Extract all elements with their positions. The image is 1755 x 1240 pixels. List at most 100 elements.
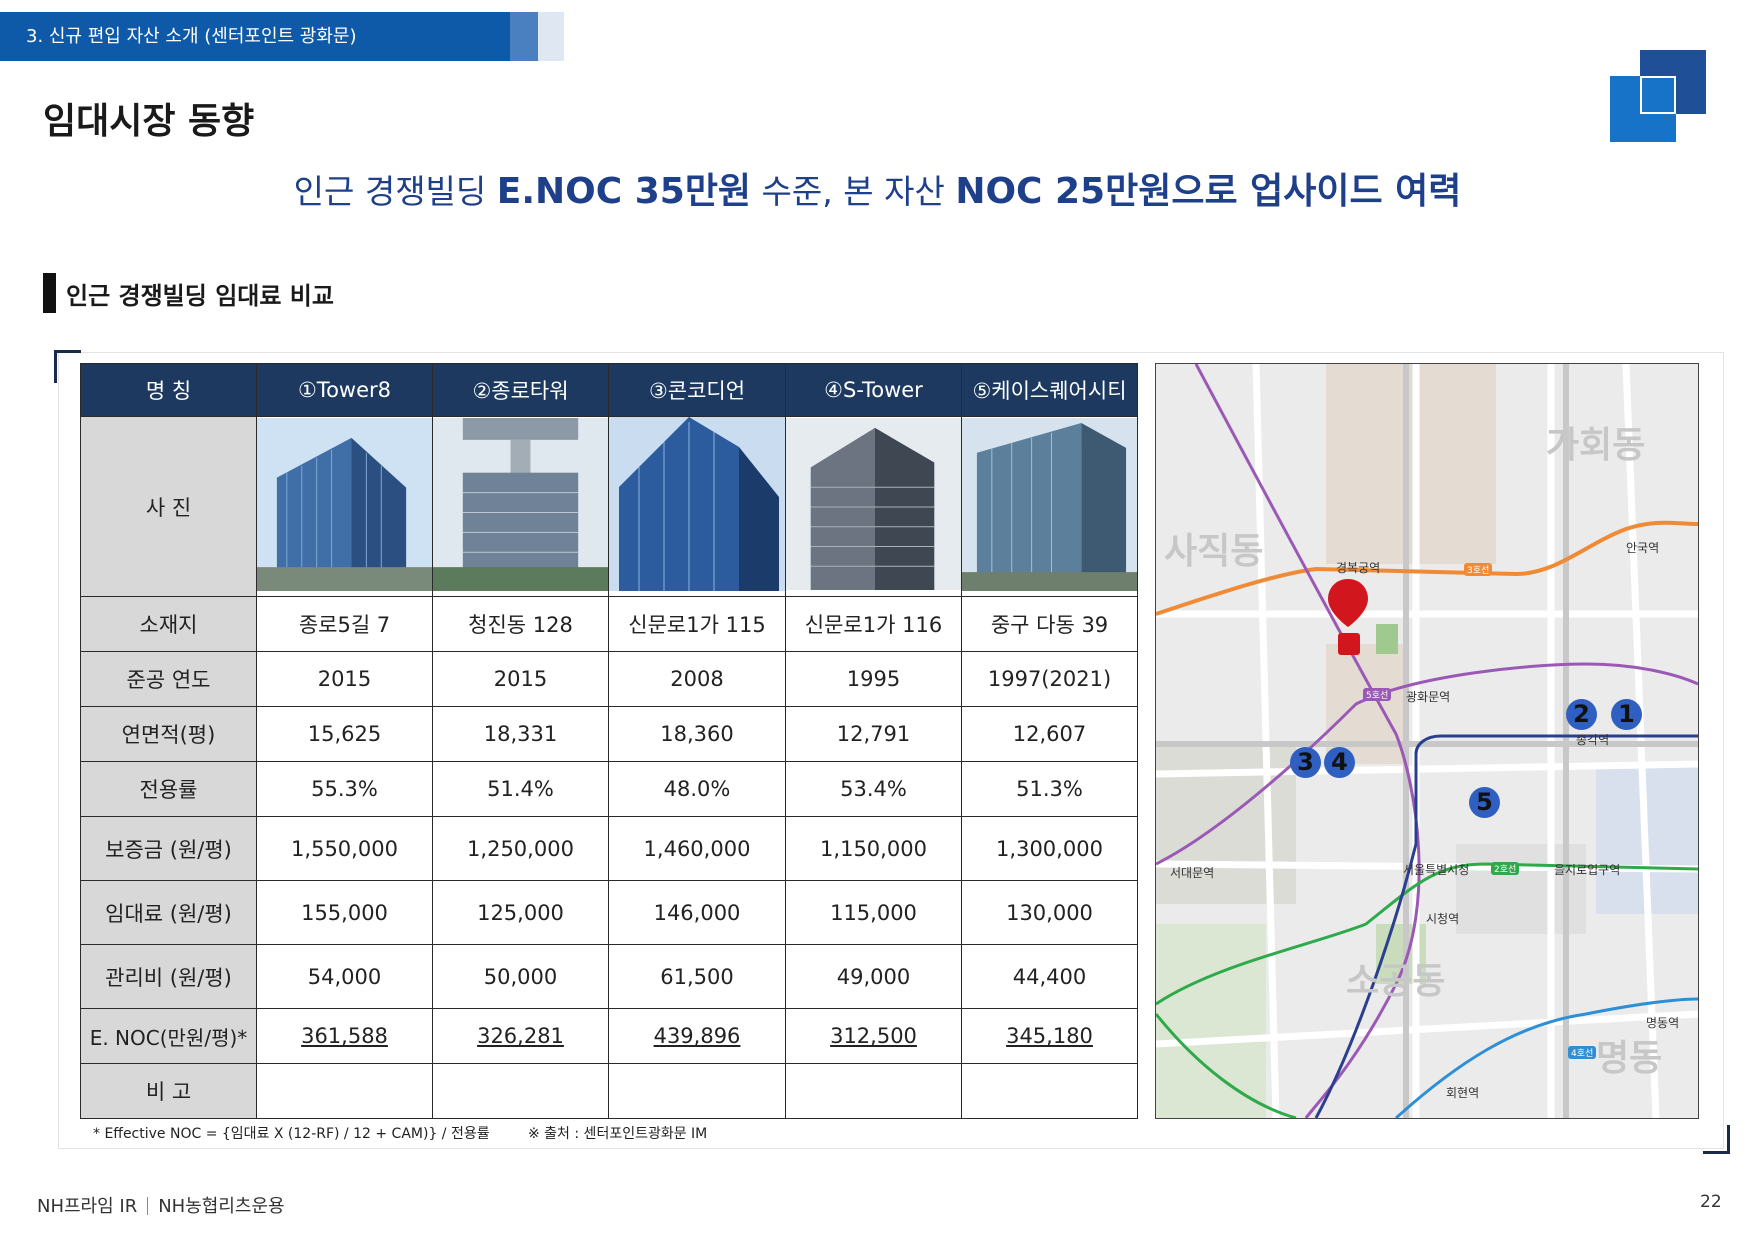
- footer-divider: [147, 1197, 149, 1215]
- table-cell: 1997(2021): [961, 651, 1138, 707]
- map-station-label: 시청역: [1426, 912, 1460, 926]
- table-cell: 326,281: [432, 1008, 609, 1064]
- sub-title-bar: [43, 273, 56, 313]
- table-row-label: 임대료 (원/평): [80, 880, 257, 945]
- table-row-label: 비 고: [80, 1063, 257, 1119]
- table-row-label: E. NOC(만원/평)*: [80, 1008, 257, 1064]
- table-row-label: 소재지: [80, 596, 257, 652]
- bracket-bottom-right: [1703, 1125, 1730, 1154]
- table-cell: [608, 1063, 786, 1119]
- headline-part2: E.NOC 35만원: [496, 171, 752, 212]
- footer-companies: NH프라임 IR NH농협리츠운용: [37, 1192, 285, 1218]
- table-cell: 중구 다동 39: [961, 596, 1138, 652]
- table-cell: 종로5길 7: [256, 596, 433, 652]
- bracket-top-left: [54, 350, 81, 383]
- table-cell: 2008: [608, 651, 786, 707]
- table-cell: [785, 1063, 962, 1119]
- table-cell: 345,180: [961, 1008, 1138, 1064]
- table-cell: 115,000: [785, 880, 962, 945]
- building-photo-4: [785, 416, 962, 597]
- table-cell: 50,000: [432, 944, 609, 1009]
- map-station-label: 안국역: [1626, 541, 1660, 555]
- table-cell: 1,550,000: [256, 816, 433, 881]
- table-cell: 146,000: [608, 880, 786, 945]
- table-cell: 18,331: [432, 706, 609, 762]
- headline: 인근 경쟁빌딩 E.NOC 35만원 수준, 본 자산 NOC 25만원으로 업…: [0, 162, 1755, 214]
- table-row-label: 전용률: [80, 761, 257, 817]
- corner-logo: [1610, 50, 1706, 142]
- map-station-label: 광화문역: [1406, 690, 1451, 704]
- table-header-building-4: ④S-Tower: [785, 363, 962, 417]
- table-row: 준공 연도 2015 2015 2008 1995 1997(2021): [80, 651, 1138, 707]
- map-station-label: 경복궁역: [1336, 561, 1381, 575]
- map-district-label: 소공동: [1346, 961, 1446, 1002]
- building-photo-5: [961, 416, 1138, 597]
- sub-title: 인근 경쟁빌딩 임대료 비교: [43, 273, 334, 313]
- table-row-photo: 사 진: [80, 416, 1138, 597]
- section-tab: 3. 신규 편입 자산 소개 (센터포인트 광화문): [0, 12, 564, 61]
- sub-title-text: 인근 경쟁빌딩 임대료 비교: [66, 281, 334, 310]
- map-district-label: 명동: [1596, 1038, 1663, 1079]
- table-cell: [961, 1063, 1138, 1119]
- map-marker-2: 2: [1566, 699, 1597, 730]
- table-cell: 12,791: [785, 706, 962, 762]
- table-cell: 125,000: [432, 880, 609, 945]
- building-photo-2: [432, 416, 609, 597]
- location-map: 가회동 사직동 소공동 명동 경복궁역 안국역 광화문역 종각역 서대문역 서울…: [1155, 363, 1699, 1119]
- table-row-label: 연면적(평): [80, 706, 257, 762]
- noc-value: 345,180: [1006, 1024, 1093, 1048]
- page-title: 임대시장 동향: [43, 101, 255, 142]
- map-marker-1: 1: [1611, 699, 1642, 730]
- map-station-label: 서대문역: [1170, 866, 1215, 880]
- table-cell: 신문로1가 116: [785, 596, 962, 652]
- map-marker-4: 4: [1324, 747, 1355, 778]
- table-row-label: 사 진: [80, 416, 257, 597]
- table-cell: 53.4%: [785, 761, 962, 817]
- footer-company-2: NH농협리츠운용: [158, 1196, 285, 1217]
- table-cell: 44,400: [961, 944, 1138, 1009]
- table-header-building-5: ⑤케이스퀘어시티: [961, 363, 1138, 417]
- table-header-building-1: ①Tower8: [256, 363, 433, 417]
- map-line-badge-4: 4호선: [1568, 1046, 1597, 1059]
- table-cell: 1995: [785, 651, 962, 707]
- noc-value: 361,588: [301, 1024, 388, 1048]
- headline-part3: 수준, 본 자산: [751, 172, 956, 211]
- map-station-label: 종각역: [1576, 733, 1610, 747]
- section-tab-stripe: [510, 12, 538, 61]
- table-cell: 2015: [256, 651, 433, 707]
- table-cell: 155,000: [256, 880, 433, 945]
- table-cell: 1,150,000: [785, 816, 962, 881]
- map-line-badge-2: 2호선: [1491, 862, 1520, 875]
- table-cell: 신문로1가 115: [608, 596, 786, 652]
- table-row: 전용률 55.3% 51.4% 48.0% 53.4% 51.3%: [80, 761, 1138, 817]
- table-cell: 439,896: [608, 1008, 786, 1064]
- table-cell: 130,000: [961, 880, 1138, 945]
- map-line-badge-5: 5호선: [1363, 688, 1392, 701]
- map-station-label: 서울특별시청: [1403, 863, 1470, 877]
- table-cell: 55.3%: [256, 761, 433, 817]
- section-tab-label: 3. 신규 편입 자산 소개 (센터포인트 광화문): [26, 26, 357, 47]
- table-cell: 54,000: [256, 944, 433, 1009]
- table-cell: 61,500: [608, 944, 786, 1009]
- noc-value: 312,500: [830, 1024, 917, 1048]
- table-row-noc: E. NOC(만원/평)* 361,588 326,281 439,896 31…: [80, 1008, 1138, 1064]
- table-cell: 청진동 128: [432, 596, 609, 652]
- table-cell: 1,300,000: [961, 816, 1138, 881]
- table-row: 비 고: [80, 1063, 1138, 1119]
- table-cell: 15,625: [256, 706, 433, 762]
- table-cell: 312,500: [785, 1008, 962, 1064]
- table-row: 임대료 (원/평) 155,000 125,000 146,000 115,00…: [80, 880, 1138, 945]
- table-header-building-3: ③콘코디언: [608, 363, 786, 417]
- table-row: 소재지 종로5길 7 청진동 128 신문로1가 115 신문로1가 116 중…: [80, 596, 1138, 652]
- noc-value: 326,281: [477, 1024, 564, 1048]
- table-cell: 1,460,000: [608, 816, 786, 881]
- table-cell: 1,250,000: [432, 816, 609, 881]
- content-frame: [58, 352, 1724, 1149]
- table-row-label: 보증금 (원/평): [80, 816, 257, 881]
- headline-part4: NOC 25만원으로 업사이드 여력: [955, 171, 1462, 212]
- table-cell: 18,360: [608, 706, 786, 762]
- table-row: 관리비 (원/평) 54,000 50,000 61,500 49,000 44…: [80, 944, 1138, 1009]
- footer-company-1: NH프라임 IR: [37, 1196, 138, 1217]
- table-cell: 51.4%: [432, 761, 609, 817]
- map-station-label: 명동역: [1646, 1016, 1680, 1030]
